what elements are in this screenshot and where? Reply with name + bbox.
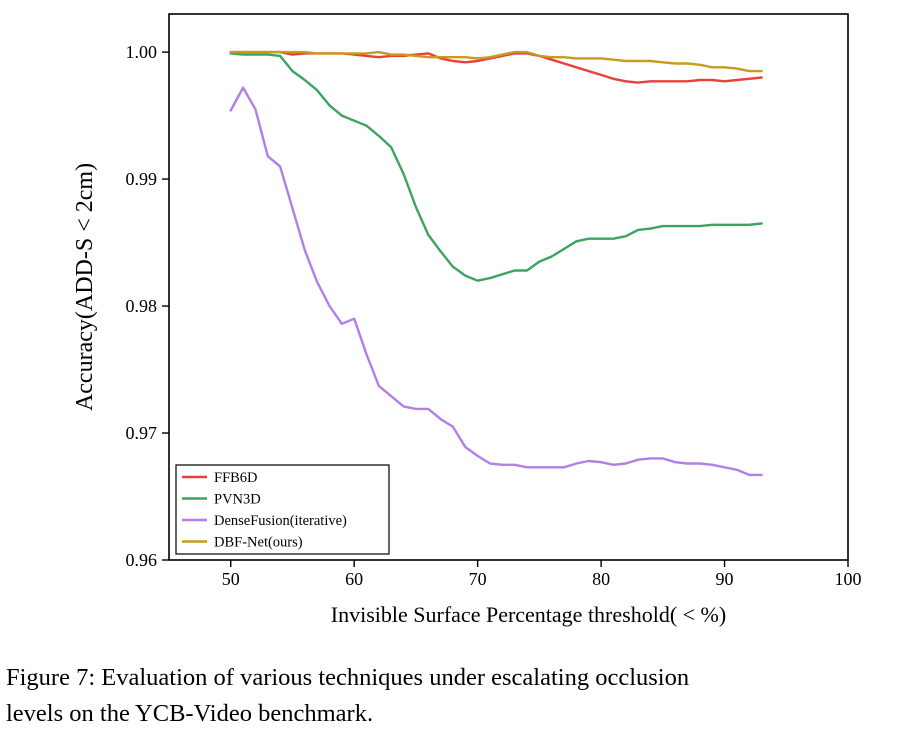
y-tick-label: 0.99 <box>126 169 158 189</box>
x-axis-label: Invisible Surface Percentage threshold( … <box>331 602 726 627</box>
caption-line-2: levels on the YCB-Video benchmark. <box>6 700 374 727</box>
x-tick-label: 60 <box>345 569 363 589</box>
legend-label: FFB6D <box>214 470 258 486</box>
legend-label: DenseFusion(iterative) <box>214 513 347 529</box>
legend-box <box>175 464 390 555</box>
legend-label: DBF-Net(ours) <box>214 535 303 551</box>
legend: FFB6D PVN3D DenseFusion(iterative) DBF-Net(… <box>175 464 390 555</box>
x-tick-label: 80 <box>592 569 610 589</box>
x-tick-label: 70 <box>469 569 487 589</box>
plot-frame <box>168 13 849 561</box>
accuracy-line-chart: 50 60 70 80 90 100 0.96 0.97 0.98 0.99 1.00 Invisib… <box>72 13 862 627</box>
series-line-pvn3d <box>229 52 763 282</box>
y-tick-label: 0.97 <box>126 423 158 443</box>
series-lines <box>229 50 763 477</box>
axes: 50 60 70 80 90 100 0.96 0.97 0.98 0.99 1.00 Invisib… <box>72 13 862 627</box>
caption-line-1: Figure 7: Evaluation of various techniqu… <box>6 664 690 691</box>
y-tick-label: 0.98 <box>126 296 158 316</box>
x-tick-label: 50 <box>222 569 240 589</box>
figure-caption: Figure 7: Evaluation of various techniqu… <box>6 660 902 732</box>
series-line-densefusion-iterative <box>229 86 763 477</box>
y-tick-label: 0.96 <box>126 550 158 570</box>
y-tick-label: 1.00 <box>126 42 158 62</box>
x-tick-label: 100 <box>835 569 862 589</box>
series-line-dbf-net-ours <box>229 50 763 73</box>
y-axis-label: Accuracy(ADD-S < 2cm) <box>72 163 98 411</box>
x-tick-label: 90 <box>716 569 734 589</box>
legend-label: PVN3D <box>214 492 261 508</box>
